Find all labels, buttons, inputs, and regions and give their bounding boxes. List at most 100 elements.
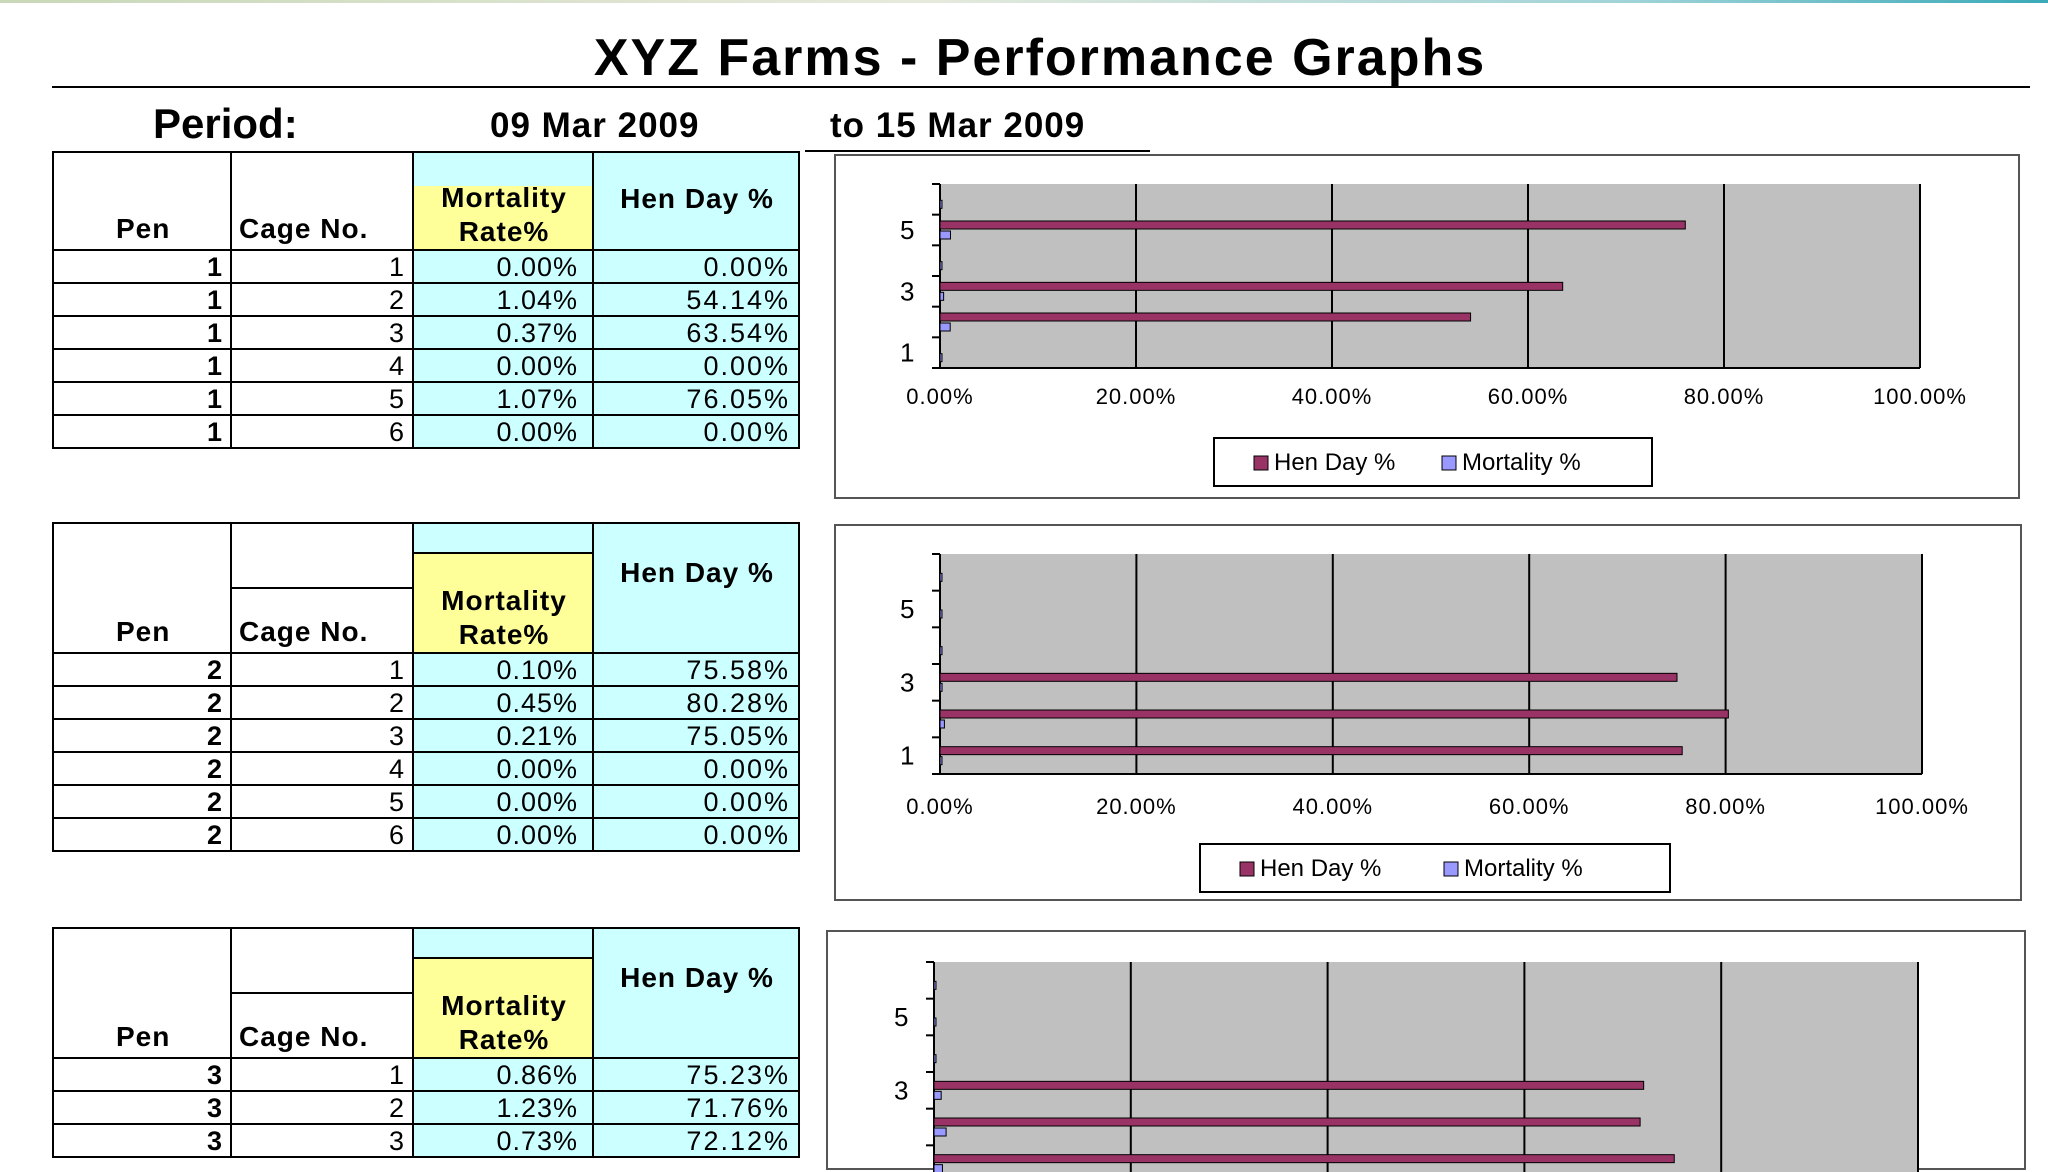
bar-hen-day bbox=[933, 1080, 1645, 1090]
table-row: 1 5 1.07% 76.05% bbox=[52, 383, 800, 416]
pen-number: 1 bbox=[52, 416, 232, 447]
hen-day-percent: 0.00% bbox=[594, 416, 800, 447]
pen-number: 2 bbox=[52, 720, 232, 751]
legend-box bbox=[1199, 843, 1671, 893]
mortality-rate: 0.10% bbox=[414, 654, 594, 685]
x-tick-label: 20.00% bbox=[1096, 384, 1177, 409]
period-underline bbox=[805, 150, 1150, 152]
bar-hen-day bbox=[939, 281, 1564, 291]
y-tick-label: 1 bbox=[900, 741, 914, 771]
pen-number: 2 bbox=[52, 786, 232, 817]
cage-number: 2 bbox=[232, 284, 414, 315]
bar-mortality bbox=[939, 261, 943, 271]
y-tick-label: 5 bbox=[900, 594, 914, 624]
mortality-rate: 0.00% bbox=[414, 416, 594, 447]
period-label: Period: bbox=[153, 100, 298, 147]
cage-number: 5 bbox=[232, 383, 414, 414]
column-header-mortality-line1: Mortality bbox=[441, 585, 567, 616]
hen-day-percent: 80.28% bbox=[594, 687, 800, 718]
table-header: Pen Cage No. Mortality Rate% Hen Day % bbox=[52, 522, 800, 652]
y-tick-label: 3 bbox=[900, 276, 914, 306]
x-tick-label: 40.00% bbox=[1292, 794, 1373, 819]
x-tick-label: 100.00% bbox=[1875, 794, 1969, 819]
bar-mortality bbox=[933, 1017, 937, 1027]
pen-number: 3 bbox=[52, 1125, 232, 1156]
hen-day-percent: 0.00% bbox=[594, 786, 800, 817]
x-tick-label: 80.00% bbox=[1685, 794, 1766, 819]
pen-number: 2 bbox=[52, 687, 232, 718]
hen-day-percent: 75.05% bbox=[594, 720, 800, 751]
table-row: 1 1 0.00% 0.00% bbox=[52, 251, 800, 284]
hen-day-percent: 0.00% bbox=[594, 350, 800, 381]
legend-label-mortality: Mortality % bbox=[1464, 855, 1583, 882]
cage-number: 4 bbox=[232, 753, 414, 784]
table-header: Pen Cage No. Mortality Rate% Hen Day % bbox=[52, 927, 800, 1057]
x-tick-label: 0.00% bbox=[906, 384, 973, 409]
legend-label-hen-day: Hen Day % bbox=[1260, 855, 1381, 882]
cage-number: 2 bbox=[232, 1092, 414, 1123]
column-header-henday: Hen Day % bbox=[620, 962, 774, 993]
mortality-rate: 0.86% bbox=[414, 1059, 594, 1090]
table-row: 1 3 0.37% 63.54% bbox=[52, 317, 800, 350]
bar-hen-day bbox=[933, 1117, 1641, 1127]
x-tick-label: 40.00% bbox=[1292, 384, 1373, 409]
column-header-henday: Hen Day % bbox=[620, 557, 774, 588]
bar-mortality bbox=[939, 756, 943, 766]
bar-mortality bbox=[933, 1090, 942, 1100]
y-tick-label: 1 bbox=[900, 338, 914, 368]
x-tick-label: 20.00% bbox=[1096, 794, 1177, 819]
chart-svg: 35 bbox=[894, 961, 1919, 1172]
bar-mortality bbox=[939, 572, 943, 582]
y-tick-label: 5 bbox=[894, 1002, 908, 1032]
table-row: 1 6 0.00% 0.00% bbox=[52, 416, 800, 449]
mortality-rate: 0.37% bbox=[414, 317, 594, 348]
table-row: 1 4 0.00% 0.00% bbox=[52, 350, 800, 383]
pen-number: 2 bbox=[52, 753, 232, 784]
y-tick-label: 3 bbox=[900, 667, 914, 697]
top-accent-line bbox=[0, 0, 2048, 3]
bar-mortality bbox=[939, 609, 943, 619]
bar-mortality bbox=[939, 646, 943, 656]
cage-number: 6 bbox=[232, 819, 414, 850]
plot-area bbox=[934, 962, 1918, 1172]
bar-hen-day bbox=[933, 1154, 1675, 1164]
cage-number: 3 bbox=[232, 1125, 414, 1156]
pen-number: 1 bbox=[52, 251, 232, 282]
table-row: 3 3 0.73% 72.12% bbox=[52, 1125, 800, 1158]
bar-mortality bbox=[939, 199, 943, 209]
plot-area bbox=[940, 184, 1920, 368]
title-underline bbox=[52, 86, 2030, 88]
pen-number: 3 bbox=[52, 1092, 232, 1123]
table-row: 3 2 1.23% 71.76% bbox=[52, 1092, 800, 1125]
bar-hen-day bbox=[939, 709, 1729, 719]
chart-svg: 1 3 5 0.00% 20.00% 40.00% 60.00% 80.00% 100.00% H… bbox=[900, 553, 1969, 893]
bar-hen-day bbox=[939, 220, 1686, 230]
pen-number: 2 bbox=[52, 654, 232, 685]
table-header: Pen Cage No. Mortality Rate% Hen Day % bbox=[52, 151, 800, 249]
hen-day-percent: 75.58% bbox=[594, 654, 800, 685]
legend-swatch-mortality bbox=[1443, 861, 1459, 877]
y-tick-label: 3 bbox=[894, 1075, 908, 1105]
legend-swatch-hen-day bbox=[1253, 455, 1269, 471]
x-tick-label: 60.00% bbox=[1488, 384, 1569, 409]
bar-hen-day bbox=[939, 312, 1472, 322]
cage-number: 2 bbox=[232, 687, 414, 718]
cage-number: 4 bbox=[232, 350, 414, 381]
column-header-cage: Cage No. bbox=[239, 1021, 369, 1052]
bar-mortality bbox=[933, 1164, 943, 1172]
mortality-rate: 0.00% bbox=[414, 819, 594, 850]
mortality-rate: 1.04% bbox=[414, 284, 594, 315]
hen-day-percent: 0.00% bbox=[594, 753, 800, 784]
legend-swatch-hen-day bbox=[1239, 861, 1255, 877]
cage-number: 1 bbox=[232, 1059, 414, 1090]
cage-number: 3 bbox=[232, 720, 414, 751]
column-header-mortality-line1: Mortality bbox=[441, 182, 567, 213]
mortality-rate: 0.00% bbox=[414, 350, 594, 381]
mortality-rate: 0.00% bbox=[414, 753, 594, 784]
bar-mortality bbox=[939, 230, 951, 240]
mortality-rate: 0.00% bbox=[414, 786, 594, 817]
cage-number: 3 bbox=[232, 317, 414, 348]
column-header-mortality-line1: Mortality bbox=[441, 990, 567, 1021]
hen-day-percent: 0.00% bbox=[594, 819, 800, 850]
